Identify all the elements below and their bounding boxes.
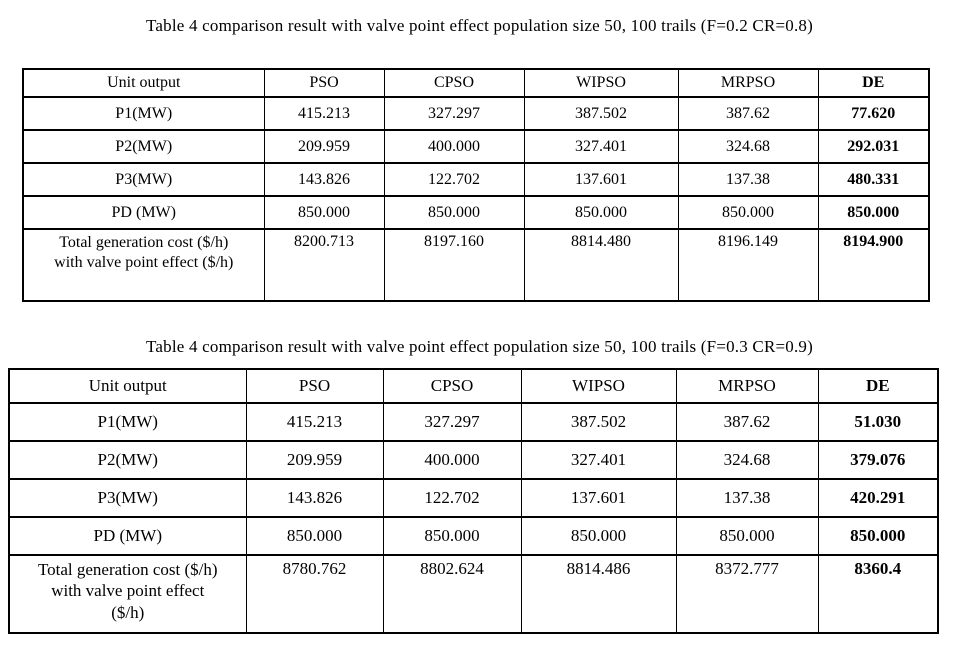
table-cell: 8194.900	[817, 228, 930, 302]
table-cell: 8360.4	[817, 554, 939, 634]
table-cell: 400.000	[382, 440, 522, 480]
column-header-mrpso: MRPSO	[675, 368, 819, 404]
comparison-table-f03-cr09: Unit output PSO CPSO WIPSO MRPSO DE P1(M…	[8, 368, 939, 634]
column-header-wipso: WIPSO	[520, 368, 677, 404]
table-cell: 327.297	[382, 402, 522, 442]
table-cell: 387.502	[520, 402, 677, 442]
row-label: P1(MW)	[8, 402, 247, 442]
table-cell: 137.38	[677, 162, 819, 197]
table-cell: 122.702	[383, 162, 525, 197]
table-row-total-cost: Total generation cost ($/h) with valve p…	[22, 228, 930, 302]
table-cell: 137.38	[675, 478, 819, 518]
table-row-p2: P2(MW) 209.959 400.000 327.401 324.68 37…	[8, 440, 939, 480]
table-cell: 324.68	[675, 440, 819, 480]
row-label: P2(MW)	[22, 129, 265, 164]
column-header-mrpso: MRPSO	[677, 68, 819, 98]
table-cell: 143.826	[263, 162, 385, 197]
table-cell: 480.331	[817, 162, 930, 197]
column-header-de: DE	[817, 368, 939, 404]
row-label: P1(MW)	[22, 96, 265, 131]
comparison-table-f02-cr08: Unit output PSO CPSO WIPSO MRPSO DE P1(M…	[22, 68, 930, 302]
table-row-p2: P2(MW) 209.959 400.000 327.401 324.68 29…	[22, 129, 930, 164]
table-cell: 209.959	[245, 440, 384, 480]
row-label: P3(MW)	[22, 162, 265, 197]
table-cell: 387.62	[677, 96, 819, 131]
table-cell: 387.502	[523, 96, 679, 131]
table-cell: 8372.777	[675, 554, 819, 634]
table-row-total-cost: Total generation cost ($/h) with valve p…	[8, 554, 939, 634]
table-cell: 327.401	[520, 440, 677, 480]
table-cell: 850.000	[383, 195, 525, 230]
column-header-wipso: WIPSO	[523, 68, 679, 98]
row-label: Total generation cost ($/h) with valve p…	[8, 554, 247, 634]
table-cell: 379.076	[817, 440, 939, 480]
table-row-p1: P1(MW) 415.213 327.297 387.502 387.62 51…	[8, 402, 939, 442]
table-cell: 8814.486	[520, 554, 677, 634]
table-cell: 209.959	[263, 129, 385, 164]
column-header-unit-output: Unit output	[8, 368, 247, 404]
table-cell: 77.620	[817, 96, 930, 131]
table-cell: 327.297	[383, 96, 525, 131]
row-label: P3(MW)	[8, 478, 247, 518]
table-cell: 143.826	[245, 478, 384, 518]
table2-caption: Table 4 comparison result with valve poi…	[146, 337, 813, 356]
table-cell: 850.000	[263, 195, 385, 230]
table-row-pd: PD (MW) 850.000 850.000 850.000 850.000 …	[22, 195, 930, 230]
table-row-pd: PD (MW) 850.000 850.000 850.000 850.000 …	[8, 516, 939, 556]
table-cell: 122.702	[382, 478, 522, 518]
table-cell: 8814.480	[523, 228, 679, 302]
table-cell: 850.000	[677, 195, 819, 230]
table-cell: 415.213	[245, 402, 384, 442]
table-cell: 850.000	[817, 195, 930, 230]
header-row: Unit output PSO CPSO WIPSO MRPSO DE	[8, 368, 939, 404]
header-row: Unit output PSO CPSO WIPSO MRPSO DE	[22, 68, 930, 98]
row-label: Total generation cost ($/h) with valve p…	[22, 228, 265, 302]
table-cell: 415.213	[263, 96, 385, 131]
total-cost-label: Total generation cost ($/h) with valve p…	[37, 560, 218, 622]
column-header-unit-output: Unit output	[22, 68, 265, 98]
row-label: PD (MW)	[8, 516, 247, 556]
table-row-p3: P3(MW) 143.826 122.702 137.601 137.38 42…	[8, 478, 939, 518]
column-header-pso: PSO	[245, 368, 384, 404]
table-cell: 850.000	[520, 516, 677, 556]
column-header-cpso: CPSO	[383, 68, 525, 98]
table-cell: 850.000	[817, 516, 939, 556]
row-label: PD (MW)	[22, 195, 265, 230]
column-header-cpso: CPSO	[382, 368, 522, 404]
table-cell: 8197.160	[383, 228, 525, 302]
column-header-pso: PSO	[263, 68, 385, 98]
table-cell: 327.401	[523, 129, 679, 164]
total-cost-label: Total generation cost ($/h) with valve p…	[54, 234, 234, 271]
table-row-p3: P3(MW) 143.826 122.702 137.601 137.38 48…	[22, 162, 930, 197]
table-cell: 8200.713	[263, 228, 385, 302]
table-cell: 850.000	[245, 516, 384, 556]
table-cell: 8780.762	[245, 554, 384, 634]
table-cell: 420.291	[817, 478, 939, 518]
column-header-de: DE	[817, 68, 930, 98]
table-cell: 137.601	[520, 478, 677, 518]
table-cell: 292.031	[817, 129, 930, 164]
table-row-p1: P1(MW) 415.213 327.297 387.502 387.62 77…	[22, 96, 930, 131]
table-cell: 850.000	[523, 195, 679, 230]
table-cell: 850.000	[675, 516, 819, 556]
table-cell: 8196.149	[677, 228, 819, 302]
table-cell: 400.000	[383, 129, 525, 164]
table-cell: 850.000	[382, 516, 522, 556]
table1-caption: Table 4 comparison result with valve poi…	[146, 16, 813, 35]
table-cell: 51.030	[817, 402, 939, 442]
row-label: P2(MW)	[8, 440, 247, 480]
table-cell: 387.62	[675, 402, 819, 442]
table-cell: 324.68	[677, 129, 819, 164]
table-cell: 8802.624	[382, 554, 522, 634]
table-cell: 137.601	[523, 162, 679, 197]
